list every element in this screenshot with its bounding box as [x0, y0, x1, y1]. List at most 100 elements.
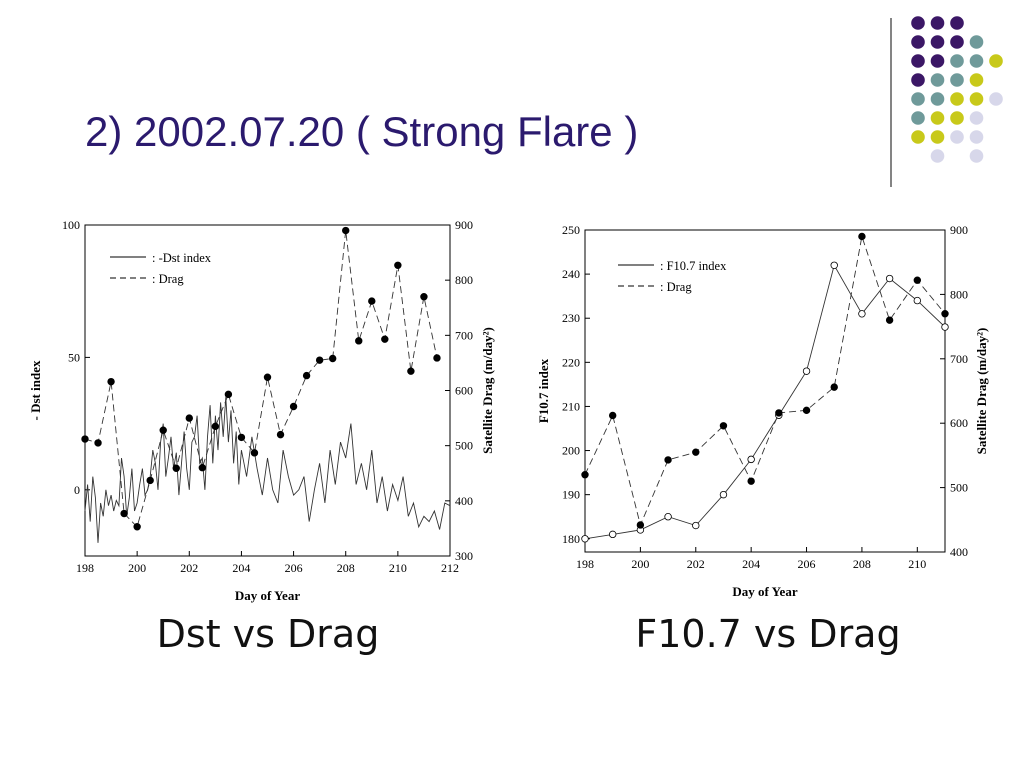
- decorative-dot: [969, 54, 984, 68]
- x-tick-label: 208: [337, 561, 355, 575]
- data-point: [885, 274, 894, 283]
- decorative-dot: [930, 130, 945, 144]
- data-point: [237, 433, 246, 442]
- series-line-1: [584, 236, 946, 527]
- x-tick-label: 208: [853, 557, 871, 571]
- data-point: [433, 354, 441, 362]
- data-point: [394, 261, 402, 269]
- data-point: [664, 513, 672, 521]
- decorative-dot: [930, 149, 945, 163]
- data-point: [407, 367, 415, 375]
- x-tick-label: 202: [687, 557, 705, 571]
- plot-frame: [584, 229, 946, 553]
- y-tick-label: 0: [74, 483, 80, 497]
- x-tick-label: 210: [389, 561, 407, 575]
- data-point: [381, 335, 389, 343]
- series-line-1: [84, 230, 438, 528]
- data-point: [802, 367, 811, 375]
- decorative-dot: [930, 54, 945, 68]
- decorative-dot: [969, 130, 984, 144]
- data-point: [608, 411, 617, 420]
- caption-f107-vs-drag: F10.7 vs Drag: [635, 612, 901, 656]
- data-point: [885, 316, 894, 324]
- x-tick-label: 200: [128, 561, 146, 575]
- data-point: [913, 276, 922, 284]
- y-axis-label: F10.7 index: [536, 358, 551, 423]
- y-tick-label: 230: [562, 311, 580, 325]
- decorative-dot: [930, 16, 945, 30]
- data-point: [342, 226, 350, 235]
- data-point: [581, 471, 589, 479]
- y2-axis-label: Satellite Drag (m/day²): [974, 328, 989, 455]
- decorative-dot: [911, 92, 925, 106]
- y2-tick-label: 500: [950, 481, 968, 495]
- y-tick-label: 250: [562, 223, 580, 237]
- decorative-dot: [989, 54, 1003, 68]
- data-point: [250, 449, 259, 457]
- series-line-0: [84, 397, 451, 543]
- y-tick-label: 240: [562, 267, 580, 281]
- y2-tick-label: 600: [950, 416, 968, 430]
- data-point: [133, 523, 141, 531]
- decorative-dot: [930, 73, 945, 87]
- data-point: [198, 464, 207, 472]
- legend-entry: : -Dst index: [152, 251, 212, 265]
- data-point: [328, 354, 337, 363]
- data-point: [107, 377, 115, 386]
- y2-tick-label: 700: [950, 352, 968, 366]
- y-tick-label: 180: [562, 532, 580, 546]
- decorative-dot: [969, 111, 984, 125]
- data-point: [830, 383, 838, 391]
- data-point: [913, 296, 922, 305]
- decorative-dot: [950, 35, 964, 49]
- data-point: [120, 509, 128, 518]
- decorative-dot: [969, 149, 984, 163]
- y-axis-label: - Dst index: [28, 360, 43, 420]
- decorative-dot: [950, 16, 964, 30]
- x-tick-label: 198: [576, 557, 594, 571]
- decorative-dot: [911, 16, 925, 30]
- data-point: [941, 323, 949, 331]
- data-point: [263, 373, 272, 381]
- dst-vs-drag-chart: 198 200 202 204 206 208 210 212 0 50 100 300 400 500 6…: [28, 218, 989, 603]
- data-point: [289, 402, 298, 411]
- y-tick-label: 190: [562, 488, 580, 502]
- data-point: [664, 456, 672, 464]
- decorative-dot: [911, 73, 925, 87]
- decorative-dot: [969, 92, 984, 106]
- data-point: [719, 490, 728, 499]
- data-point: [302, 371, 311, 380]
- x-tick-label: 210: [908, 557, 926, 571]
- decorative-dot: [911, 35, 925, 49]
- y2-tick-label: 900: [950, 223, 968, 237]
- decorative-dot: [950, 130, 964, 144]
- data-point: [172, 464, 180, 472]
- legend-entry: : Drag: [152, 272, 184, 286]
- x-tick-label: 202: [180, 561, 198, 575]
- y-tick-label: 210: [562, 399, 580, 413]
- x-tick-label: 206: [798, 557, 816, 571]
- data-point: [94, 439, 102, 447]
- decorative-dot: [969, 73, 984, 87]
- y-tick-label: 100: [62, 218, 80, 232]
- data-point: [802, 406, 811, 415]
- decorative-dot: [911, 111, 925, 125]
- data-point: [692, 448, 700, 456]
- y2-tick-label: 800: [455, 273, 473, 287]
- data-point: [276, 430, 285, 439]
- data-point: [224, 390, 233, 399]
- data-point: [830, 261, 838, 269]
- x-tick-label: 206: [285, 561, 303, 575]
- data-point: [719, 422, 728, 430]
- y2-axis-label: Satellite Drag (m/day²): [480, 327, 495, 454]
- data-point: [692, 521, 700, 530]
- x-tick-label: 200: [631, 557, 649, 571]
- decorative-dot: [930, 92, 945, 106]
- series-line-0: [584, 264, 946, 540]
- y-tick-label: 50: [68, 350, 80, 364]
- data-point: [747, 455, 755, 464]
- decorative-dot: [930, 35, 945, 49]
- decorative-dot: [911, 54, 925, 68]
- data-point: [146, 476, 154, 485]
- decorative-dot: [950, 111, 964, 125]
